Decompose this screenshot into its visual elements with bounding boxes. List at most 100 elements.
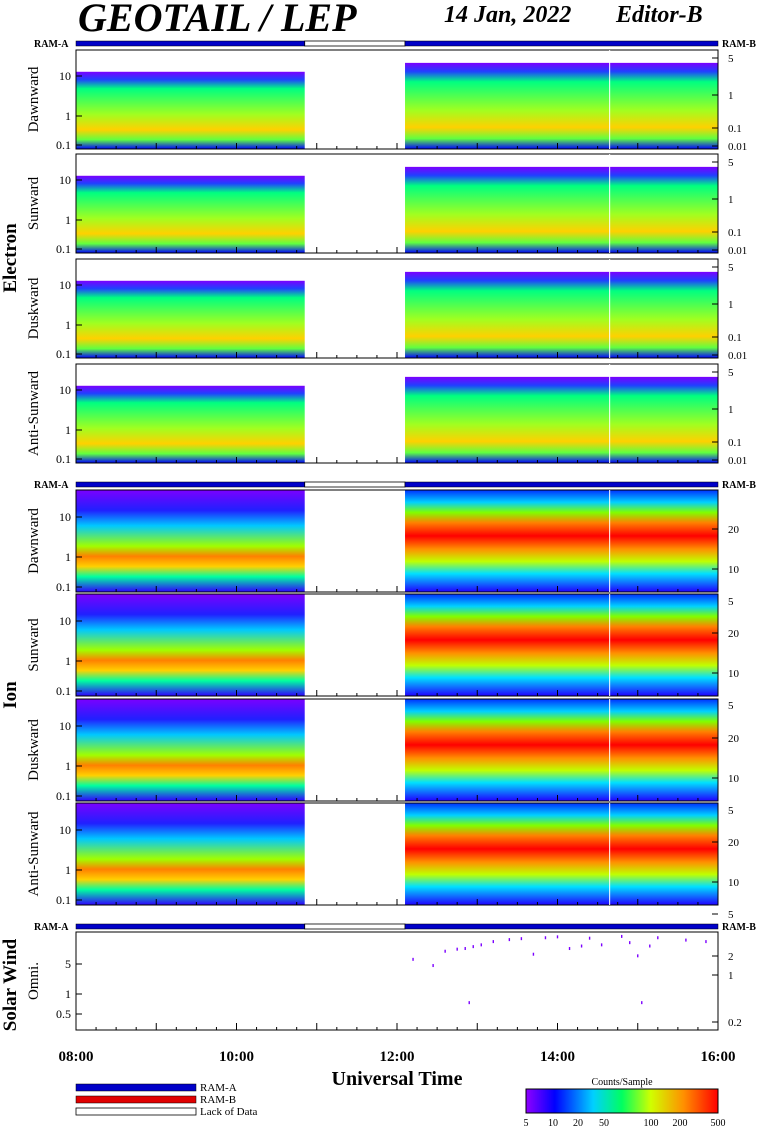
y-tick-label: 0.1 <box>56 580 71 594</box>
x-tick-label: 16:00 <box>701 1049 736 1065</box>
solar-wind-point <box>520 937 523 941</box>
solar-wind-point <box>456 947 458 951</box>
panel-label: Sunward <box>26 618 42 672</box>
solar-wind-point <box>641 1001 643 1005</box>
y-tick-label: 5 <box>65 957 71 971</box>
spectrogram-segment-a <box>76 594 305 696</box>
solar-wind-point <box>588 936 591 940</box>
y-tick-label: 0.1 <box>56 138 71 152</box>
spectrogram-segment-b <box>405 271 718 358</box>
y2-tick-label: 0.01 <box>728 350 747 362</box>
y-tick-label: 10 <box>59 69 71 83</box>
spectrogram-segment-a <box>76 280 305 358</box>
solar-wind-point <box>629 941 631 945</box>
solar-wind-point <box>464 947 466 951</box>
y2-tick-label: 5 <box>728 805 734 817</box>
ram-a-bar <box>75 40 305 47</box>
ram-a-label: RAM-A <box>34 922 69 933</box>
y-tick-label: 0.1 <box>56 452 71 466</box>
solar-wind-point <box>568 947 571 951</box>
panel-electron: Anti-Sunward <box>26 363 719 464</box>
colorbar-tick-label: 500 <box>711 1118 726 1128</box>
spectrogram-segment-a <box>76 385 305 463</box>
lack-of-data-bar <box>304 923 406 930</box>
solar-wind-point <box>705 940 707 944</box>
y-tick-label: 1 <box>65 213 71 227</box>
y2-tick-label: 20 <box>728 628 740 640</box>
y2-tick-label: 1 <box>728 299 734 311</box>
y-tick-label: 0.1 <box>56 684 71 698</box>
solar-wind-point <box>412 957 414 961</box>
legend-lack-swatch <box>75 1107 197 1116</box>
spectrogram-segment-a <box>76 699 305 801</box>
colorbar-tick-label: 20 <box>573 1118 583 1128</box>
colorbar-tick-label: 50 <box>599 1118 609 1128</box>
y2-tick-label: 20 <box>728 524 740 536</box>
colorbar-tick-label: 100 <box>644 1118 659 1128</box>
ram-b-label: RAM-B <box>722 922 756 933</box>
legend-lack-label: Lack of Data <box>200 1106 258 1118</box>
y-tick-label: 1 <box>65 863 71 877</box>
panel-electron: Duskward <box>26 258 719 359</box>
spectrogram-segment-b <box>405 166 718 253</box>
y2-tick-label: 0.1 <box>728 227 742 239</box>
y-tick-label: 1 <box>65 550 71 564</box>
panel-label: Dawnward <box>26 508 42 574</box>
colorbar <box>525 1088 719 1114</box>
y2-tick-label: 10 <box>728 877 740 889</box>
spectrogram-segment-b <box>405 62 718 150</box>
colorbar-tick-label: 5 <box>524 1118 529 1128</box>
panel-ion: Anti-Sunward <box>26 802 719 906</box>
spectrogram-segment-b <box>405 803 718 905</box>
solar-wind-point <box>444 949 446 953</box>
y-tick-label: 10 <box>59 173 71 187</box>
y-tick-label: 0.1 <box>56 347 71 361</box>
ram-a-bar <box>404 923 719 930</box>
x-axis-label: Universal Time <box>332 1068 463 1090</box>
y2-tick-label: 20 <box>728 733 740 745</box>
y2-tick-label: 0.01 <box>728 141 747 153</box>
solar-wind-point <box>637 954 639 958</box>
ram-b-label: RAM-B <box>722 480 756 491</box>
y-tick-label: 10 <box>59 510 71 524</box>
y2-tick-label: 1 <box>728 194 734 206</box>
y2-tick-label: 5 <box>728 909 734 921</box>
y2-tick-label: 1 <box>728 90 734 102</box>
legend-ram-a-swatch <box>75 1083 197 1092</box>
x-tick-label: 12:00 <box>380 1049 415 1065</box>
y-tick-label: 0.1 <box>56 242 71 256</box>
spectrogram-segment-a <box>76 803 305 905</box>
solar-wind-point <box>544 936 547 940</box>
y-tick-label: 0.1 <box>56 789 71 803</box>
y-tick-label: 0.1 <box>56 893 71 907</box>
lack-of-data-bar <box>304 481 406 488</box>
y-tick-label: 1 <box>65 109 71 123</box>
panel-ion: Dawnward <box>26 489 719 593</box>
solar-wind-point <box>508 938 511 942</box>
legend-ram-b-label: RAM-B <box>200 1094 236 1106</box>
y-tick-label: 10 <box>59 614 71 628</box>
spectrogram-segment-a <box>76 490 305 592</box>
panel-label: Dawnward <box>26 66 42 132</box>
y2-tick-label: 10 <box>728 564 740 576</box>
y2-tick-label: 5 <box>728 53 734 65</box>
y2-tick-label: 5 <box>728 157 734 169</box>
panel-label: Duskward <box>26 719 42 781</box>
date-label: 14 Jan, 2022 <box>444 2 572 28</box>
colorbar-tick-label: 200 <box>673 1118 688 1128</box>
panel-ion: Duskward <box>26 698 719 802</box>
solar-wind-point <box>649 944 651 948</box>
y-tick-label: 1 <box>65 318 71 332</box>
y2-tick-label: 5 <box>728 596 734 608</box>
y2-tick-label: 5 <box>728 262 734 274</box>
y2-tick-label: 2 <box>728 951 734 963</box>
lack-of-data-bar <box>304 40 406 47</box>
y-tick-label: 1 <box>65 759 71 773</box>
y-tick-label: 0.5 <box>56 1007 71 1021</box>
ram-a-bar <box>75 481 305 488</box>
spectrogram-segment-b <box>405 699 718 801</box>
y2-tick-label: 20 <box>728 837 740 849</box>
y-tick-label: 1 <box>65 423 71 437</box>
y2-tick-label: 0.1 <box>728 437 742 449</box>
